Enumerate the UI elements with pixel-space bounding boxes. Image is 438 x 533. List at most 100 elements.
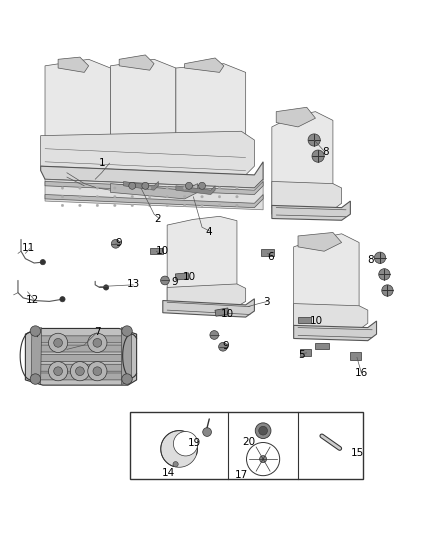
Polygon shape <box>260 249 273 256</box>
Circle shape <box>53 367 62 376</box>
Bar <box>315 343 328 349</box>
Circle shape <box>202 427 211 437</box>
Circle shape <box>258 426 267 435</box>
Circle shape <box>381 285 392 296</box>
Circle shape <box>218 342 227 351</box>
Circle shape <box>183 204 185 207</box>
Text: 2: 2 <box>154 214 160 224</box>
Polygon shape <box>293 304 367 330</box>
Text: 19: 19 <box>187 438 201 448</box>
Circle shape <box>61 204 64 207</box>
Circle shape <box>40 260 46 265</box>
Circle shape <box>148 204 151 207</box>
Text: 9: 9 <box>171 277 177 287</box>
Polygon shape <box>45 59 110 149</box>
Polygon shape <box>45 179 262 210</box>
Circle shape <box>141 182 148 189</box>
Text: 11: 11 <box>22 243 35 253</box>
Circle shape <box>218 204 220 207</box>
Polygon shape <box>293 234 358 334</box>
Text: 20: 20 <box>242 437 255 447</box>
Circle shape <box>374 252 385 263</box>
Polygon shape <box>25 328 136 385</box>
Circle shape <box>185 182 192 189</box>
Polygon shape <box>160 431 197 467</box>
Bar <box>130 412 363 479</box>
Circle shape <box>103 285 109 290</box>
Polygon shape <box>110 183 197 199</box>
Polygon shape <box>41 162 262 188</box>
Polygon shape <box>119 55 154 70</box>
Circle shape <box>78 187 81 189</box>
Polygon shape <box>34 371 125 380</box>
Polygon shape <box>45 181 262 195</box>
Circle shape <box>209 330 218 340</box>
Polygon shape <box>58 57 88 72</box>
Circle shape <box>200 204 203 207</box>
Polygon shape <box>350 352 360 360</box>
Text: 16: 16 <box>354 368 367 378</box>
Circle shape <box>200 196 203 198</box>
Polygon shape <box>110 59 176 149</box>
Polygon shape <box>34 334 125 343</box>
Polygon shape <box>45 195 262 208</box>
Circle shape <box>111 239 120 248</box>
Text: 10: 10 <box>182 272 195 282</box>
Text: 1: 1 <box>99 158 106 168</box>
Polygon shape <box>123 181 158 190</box>
Text: 8: 8 <box>321 147 328 157</box>
Bar <box>149 248 162 254</box>
Circle shape <box>128 182 135 189</box>
Circle shape <box>88 333 107 352</box>
Circle shape <box>235 187 238 189</box>
Text: 10: 10 <box>309 316 322 326</box>
Polygon shape <box>293 321 376 341</box>
Circle shape <box>96 187 99 189</box>
Circle shape <box>259 456 266 463</box>
Polygon shape <box>276 107 315 127</box>
Circle shape <box>70 361 89 381</box>
Polygon shape <box>41 131 254 175</box>
Circle shape <box>113 196 116 198</box>
Circle shape <box>307 134 320 146</box>
Polygon shape <box>176 186 215 195</box>
Polygon shape <box>167 216 237 308</box>
Circle shape <box>121 374 132 384</box>
Bar <box>215 308 228 316</box>
Circle shape <box>131 187 133 189</box>
Circle shape <box>75 367 84 376</box>
Polygon shape <box>271 201 350 220</box>
Text: 14: 14 <box>161 468 174 478</box>
Circle shape <box>88 361 107 381</box>
Circle shape <box>254 423 270 439</box>
Text: 6: 6 <box>267 252 274 262</box>
Text: 4: 4 <box>205 228 212 238</box>
Polygon shape <box>121 328 131 384</box>
Polygon shape <box>34 343 125 352</box>
Text: 12: 12 <box>26 295 39 305</box>
Text: 15: 15 <box>350 448 364 458</box>
Circle shape <box>48 361 67 381</box>
Circle shape <box>96 204 99 207</box>
Circle shape <box>93 367 102 376</box>
Circle shape <box>148 187 151 189</box>
Circle shape <box>61 187 64 189</box>
Text: 17: 17 <box>234 470 247 480</box>
Circle shape <box>235 196 238 198</box>
Circle shape <box>30 374 41 384</box>
Text: 7: 7 <box>94 327 100 337</box>
Text: 3: 3 <box>262 297 269 307</box>
Text: 8: 8 <box>367 255 373 264</box>
Polygon shape <box>162 299 254 317</box>
Circle shape <box>30 326 41 336</box>
Circle shape <box>78 204 81 207</box>
Circle shape <box>218 196 220 198</box>
Circle shape <box>131 196 133 198</box>
Text: 10: 10 <box>220 310 233 319</box>
Polygon shape <box>176 63 245 144</box>
Text: 9: 9 <box>222 341 229 351</box>
Text: 9: 9 <box>116 238 122 247</box>
Circle shape <box>93 338 102 347</box>
Polygon shape <box>300 350 311 356</box>
Circle shape <box>311 150 323 162</box>
